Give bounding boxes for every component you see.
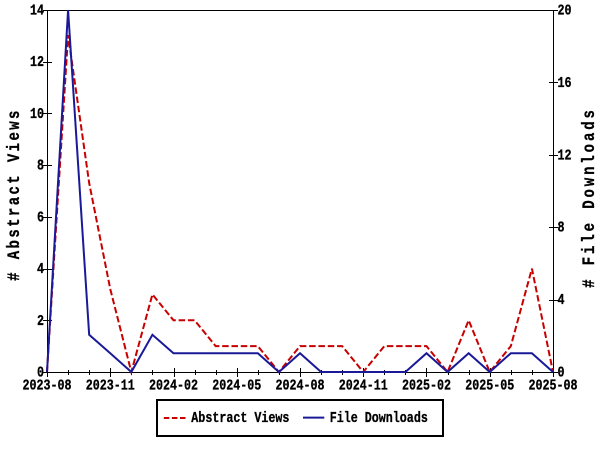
svg-text:# Abstract Views: # Abstract Views — [5, 108, 25, 281]
svg-text:6: 6 — [37, 210, 44, 227]
svg-text:8: 8 — [558, 220, 565, 237]
svg-text:2025-08: 2025-08 — [528, 378, 577, 395]
svg-text:0: 0 — [558, 365, 565, 382]
svg-text:2024-08: 2024-08 — [275, 378, 324, 395]
svg-text:4: 4 — [37, 262, 44, 279]
svg-text:# File Downloads: # File Downloads — [580, 107, 600, 288]
svg-text:12: 12 — [558, 148, 572, 165]
svg-text:16: 16 — [558, 76, 572, 93]
svg-text:Abstract Views: Abstract Views — [191, 411, 289, 428]
svg-text:4: 4 — [558, 293, 565, 310]
svg-text:2023-08: 2023-08 — [22, 378, 71, 395]
svg-text:10: 10 — [30, 107, 44, 124]
svg-text:2025-02: 2025-02 — [402, 378, 451, 395]
svg-text:2024-11: 2024-11 — [339, 378, 388, 395]
svg-text:2024-02: 2024-02 — [149, 378, 198, 395]
svg-text:12: 12 — [30, 55, 44, 72]
svg-text:2025-05: 2025-05 — [465, 378, 514, 395]
svg-text:0: 0 — [37, 365, 44, 382]
svg-text:2024-05: 2024-05 — [212, 378, 261, 395]
svg-text:2: 2 — [37, 314, 44, 331]
svg-text:20: 20 — [558, 3, 572, 20]
svg-text:14: 14 — [30, 3, 44, 20]
svg-text:8: 8 — [37, 158, 44, 175]
svg-text:2023-11: 2023-11 — [86, 378, 135, 395]
svg-text:File Downloads: File Downloads — [330, 411, 428, 428]
